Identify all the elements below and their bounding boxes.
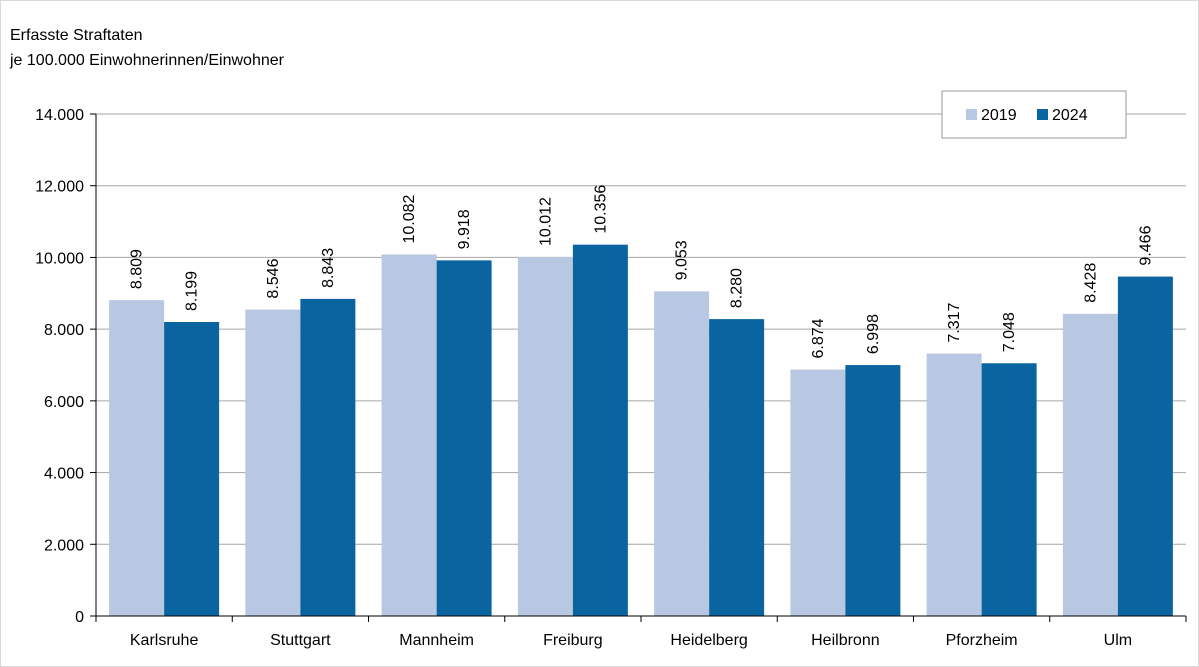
y-tick-label: 6.000	[44, 394, 84, 411]
data-label: 9.918	[456, 209, 473, 249]
legend-swatch-2024	[1037, 109, 1048, 120]
bar-2019-Heilbronn	[790, 369, 846, 616]
data-label: 7.317	[946, 302, 963, 342]
x-tick-label: Mannheim	[399, 632, 474, 649]
y-tick-label: 10.000	[35, 250, 84, 267]
bar-2024-Karlsruhe	[164, 322, 220, 616]
data-label: 10.082	[401, 194, 418, 243]
bar-2024-Stuttgart	[300, 298, 356, 616]
x-tick-label: Heilbronn	[811, 632, 879, 649]
bar-2019-Ulm	[1062, 313, 1118, 616]
x-tick-label: Karlsruhe	[130, 632, 199, 649]
data-label: 6.998	[865, 314, 882, 354]
chart-title-line2: je 100.000 Einwohnerinnen/Einwohner	[9, 52, 285, 69]
bar-2024-Heilbronn	[845, 365, 901, 616]
data-label: 8.428	[1082, 263, 1099, 303]
bar-2019-Freiburg	[517, 256, 573, 616]
y-tick-label: 4.000	[44, 466, 84, 483]
bar-2019-Heidelberg	[654, 291, 710, 616]
y-tick-label: 14.000	[35, 107, 84, 124]
x-tick-label: Heidelberg	[670, 632, 747, 649]
bar-2024-Heidelberg	[709, 319, 765, 616]
data-label: 8.809	[129, 249, 146, 289]
value-labels-group: 8.809 8.199 8.546 8.843 10.082 9.918 10.012 10.…	[129, 185, 1155, 359]
axes-group: 0 2.000 4.000 6.000 8.000 10.000 12.000 14.000 K…	[35, 107, 1187, 649]
data-label: 7.048	[1001, 312, 1018, 352]
data-label: 9.466	[1137, 225, 1154, 265]
data-label: 9.053	[674, 240, 691, 280]
bars-group	[109, 244, 1173, 616]
bar-2024-Mannheim	[436, 260, 492, 616]
data-label: 10.356	[592, 185, 609, 234]
bar-2019-Stuttgart	[245, 309, 301, 616]
y-tick-label: 2.000	[44, 537, 84, 554]
y-tick-label: 12.000	[35, 179, 84, 196]
bar-2024-Ulm	[1117, 276, 1173, 616]
chart-title-line1: Erfasste Straftaten	[10, 27, 143, 44]
data-label: 8.843	[320, 248, 337, 288]
legend: 2019 2024	[941, 90, 1127, 139]
data-label: 10.012	[537, 197, 554, 246]
x-tick-label: Freiburg	[543, 632, 603, 649]
bar-2024-Pforzheim	[981, 363, 1037, 616]
bar-2019-Pforzheim	[926, 353, 982, 616]
y-tick-label: 0	[75, 609, 84, 626]
y-tick-label: 8.000	[44, 322, 84, 339]
x-tick-label: Ulm	[1104, 632, 1132, 649]
bar-2019-Karlsruhe	[109, 300, 165, 616]
x-tick-label: Pforzheim	[946, 632, 1018, 649]
data-label: 8.199	[184, 271, 201, 311]
bar-2019-Mannheim	[381, 254, 437, 616]
data-label: 8.546	[265, 258, 282, 298]
data-label: 8.280	[729, 268, 746, 308]
legend-label-2019: 2019	[981, 107, 1017, 124]
x-tick-label: Stuttgart	[270, 632, 331, 649]
legend-label-2024: 2024	[1052, 107, 1088, 124]
bar-2024-Freiburg	[572, 244, 628, 616]
data-label: 6.874	[810, 318, 827, 358]
legend-swatch-2019	[966, 109, 977, 120]
